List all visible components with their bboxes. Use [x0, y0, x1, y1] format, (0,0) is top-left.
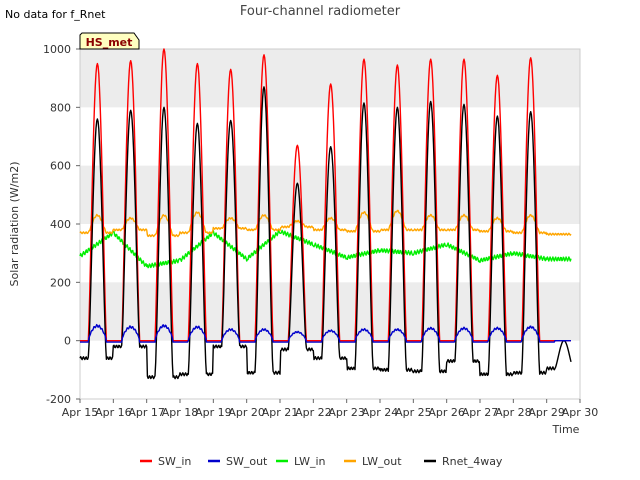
legend-label: Rnet_4way — [442, 455, 503, 468]
x-tick-label: Apr 20 — [228, 406, 265, 419]
x-tick-label: Apr 16 — [95, 406, 132, 419]
y-tick-label: 800 — [50, 101, 71, 114]
x-tick-label: Apr 24 — [362, 406, 399, 419]
plot-bands — [80, 49, 580, 341]
x-tick-label: Apr 28 — [495, 406, 532, 419]
site-badge-label: HS_met — [86, 36, 133, 49]
x-axis-label: Time — [552, 423, 580, 436]
series-line-sw-out — [80, 323, 571, 343]
y-tick-label: 0 — [64, 335, 71, 348]
legend-label: SW_in — [158, 455, 191, 468]
x-tick-label: Apr 22 — [295, 406, 332, 419]
legend-label: LW_in — [294, 455, 326, 468]
y-tick-label: 200 — [50, 276, 71, 289]
site-badge-box — [79, 32, 140, 50]
x-tick-label: Apr 21 — [262, 406, 299, 419]
series-line-sw-in — [80, 48, 571, 342]
y-tick-label: 600 — [50, 160, 71, 173]
x-tick-label: Apr 23 — [328, 406, 365, 419]
chart-title: Four-channel radiometer — [240, 4, 401, 19]
y-tick-label: 400 — [50, 218, 71, 231]
y-tick-label: -200 — [46, 393, 71, 406]
grid-band — [80, 49, 580, 108]
x-tick-label: Apr 19 — [195, 406, 232, 419]
x-tick-label: Apr 25 — [395, 406, 432, 419]
legend-label: LW_out — [362, 455, 402, 468]
x-tick-label: Apr 15 — [62, 406, 99, 419]
series-line-rnet-4way — [79, 86, 572, 380]
x-tick-label: Apr 29 — [528, 406, 565, 419]
x-tick-label: Apr 27 — [462, 406, 499, 419]
no-data-text: No data for f_Rnet — [5, 8, 106, 21]
y-axis-label: Solar radiation (W/m2) — [8, 161, 21, 286]
y-tick-label: 1000 — [43, 43, 71, 56]
legend-label: SW_out — [226, 455, 268, 468]
grid-band — [80, 165, 580, 224]
series-layer — [79, 48, 572, 380]
legend: SW_in SW_out LW_in LW_out Rnet_4way — [140, 455, 503, 468]
x-tick-label: Apr 26 — [428, 406, 465, 419]
site-badge: HS_met — [79, 32, 140, 50]
x-tick-label: Apr 30 — [562, 406, 599, 419]
x-tick-label: Apr 18 — [162, 406, 199, 419]
x-tick-label: Apr 17 — [128, 406, 165, 419]
